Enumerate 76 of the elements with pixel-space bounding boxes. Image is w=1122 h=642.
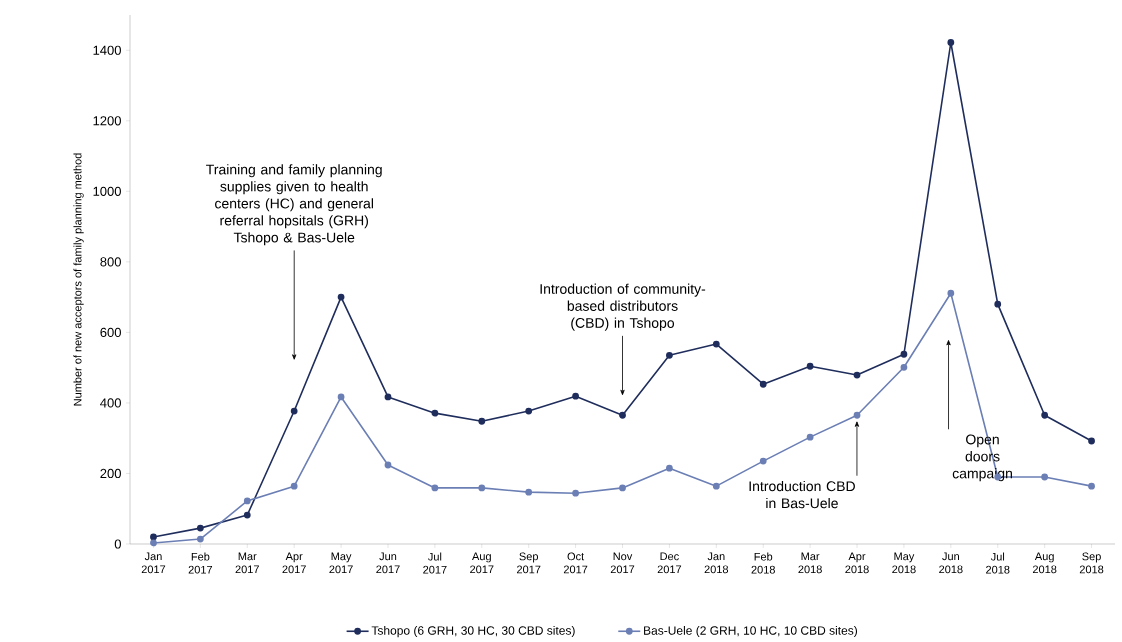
x-tick-label: Mar 2018 — [798, 552, 822, 574]
x-tick-label: Sep 2018 — [1079, 552, 1104, 574]
x-tick-label: Nov 2017 — [610, 552, 635, 574]
x-tick-label: Aug 2018 — [1032, 552, 1057, 574]
point — [1088, 437, 1095, 445]
x-tick-label: Jan 2018 — [704, 552, 729, 574]
x-tick-label: Jun 2017 — [376, 552, 400, 574]
point — [290, 482, 298, 490]
point — [431, 484, 439, 492]
point — [337, 393, 345, 401]
point — [994, 300, 1002, 308]
point — [525, 488, 533, 496]
legend-label: Tshopo (6 GRH, 30 HC, 30 CBD sites) — [371, 625, 575, 638]
point — [806, 433, 814, 441]
annotation: Introduction of community-based distributors (CBD) in Tshopo — [540, 283, 706, 331]
x-tick-label: Oct 2017 — [563, 552, 588, 574]
y-tick-label: 600 — [100, 327, 121, 337]
point — [666, 464, 673, 472]
point — [1041, 411, 1049, 419]
point — [619, 484, 626, 492]
x-tick-label: Sep 2017 — [517, 552, 541, 574]
y-tick-label: 1000 — [93, 186, 121, 196]
x-tick-label: Feb 2017 — [188, 552, 213, 574]
point — [666, 351, 673, 359]
point — [196, 535, 204, 543]
x-tick-label: Mar 2017 — [235, 552, 259, 574]
point — [806, 362, 814, 370]
x-tick-label: Jul 2018 — [986, 552, 1010, 574]
point — [572, 392, 579, 400]
point — [196, 524, 204, 532]
point — [384, 461, 392, 469]
point — [150, 533, 157, 541]
point — [853, 371, 861, 379]
y-tick-label: 200 — [100, 468, 121, 479]
annotation: Introduction CBD in Bas-Uele — [749, 480, 855, 509]
point — [759, 380, 767, 388]
y-tick-label: 1400 — [93, 45, 121, 55]
point — [150, 539, 157, 547]
legend-label: Bas-Uele (2 GRH, 10 HC, 10 CBD sites) — [644, 625, 857, 638]
x-tick-label: May 2018 — [892, 552, 916, 574]
y-tick-label: 0 — [114, 539, 121, 549]
point — [712, 482, 720, 490]
point — [947, 289, 955, 297]
point — [619, 411, 626, 419]
point — [947, 39, 955, 46]
y-tick-label: 400 — [100, 398, 121, 408]
x-tick-label: May 2017 — [329, 552, 353, 574]
point — [290, 407, 298, 415]
point — [243, 497, 251, 505]
point — [853, 411, 861, 419]
point — [712, 340, 720, 348]
point — [431, 409, 439, 417]
y-axis-title: Number of new acceptors of family planning method — [73, 153, 84, 406]
point — [243, 511, 251, 519]
y-tick-label: 1200 — [93, 116, 121, 126]
point — [572, 489, 579, 497]
point — [525, 407, 533, 415]
x-tick-label: Apr 2018 — [845, 552, 869, 574]
x-tick-label: Apr 2017 — [282, 552, 306, 574]
point — [337, 293, 345, 301]
x-tick-label: Jun 2018 — [939, 552, 963, 574]
x-tick-label: Jan 2017 — [141, 552, 166, 574]
x-tick-label: Jul 2017 — [423, 552, 447, 574]
point — [384, 393, 392, 401]
point — [759, 457, 767, 465]
point — [900, 363, 908, 371]
point — [1041, 473, 1049, 481]
x-tick-label: Dec 2017 — [657, 552, 682, 574]
point — [478, 417, 486, 425]
annotation: Training and family planning supplies given to health centers (HC) and general referral hopsitals (GRH) Tshopo & Bas-Uele — [206, 164, 382, 246]
point — [900, 350, 908, 358]
y-tick-label: 800 — [100, 257, 121, 267]
x-tick-label: Aug 2017 — [470, 552, 494, 574]
x-tick-label: Feb 2018 — [751, 552, 775, 574]
point — [1088, 482, 1095, 490]
point — [478, 484, 486, 492]
